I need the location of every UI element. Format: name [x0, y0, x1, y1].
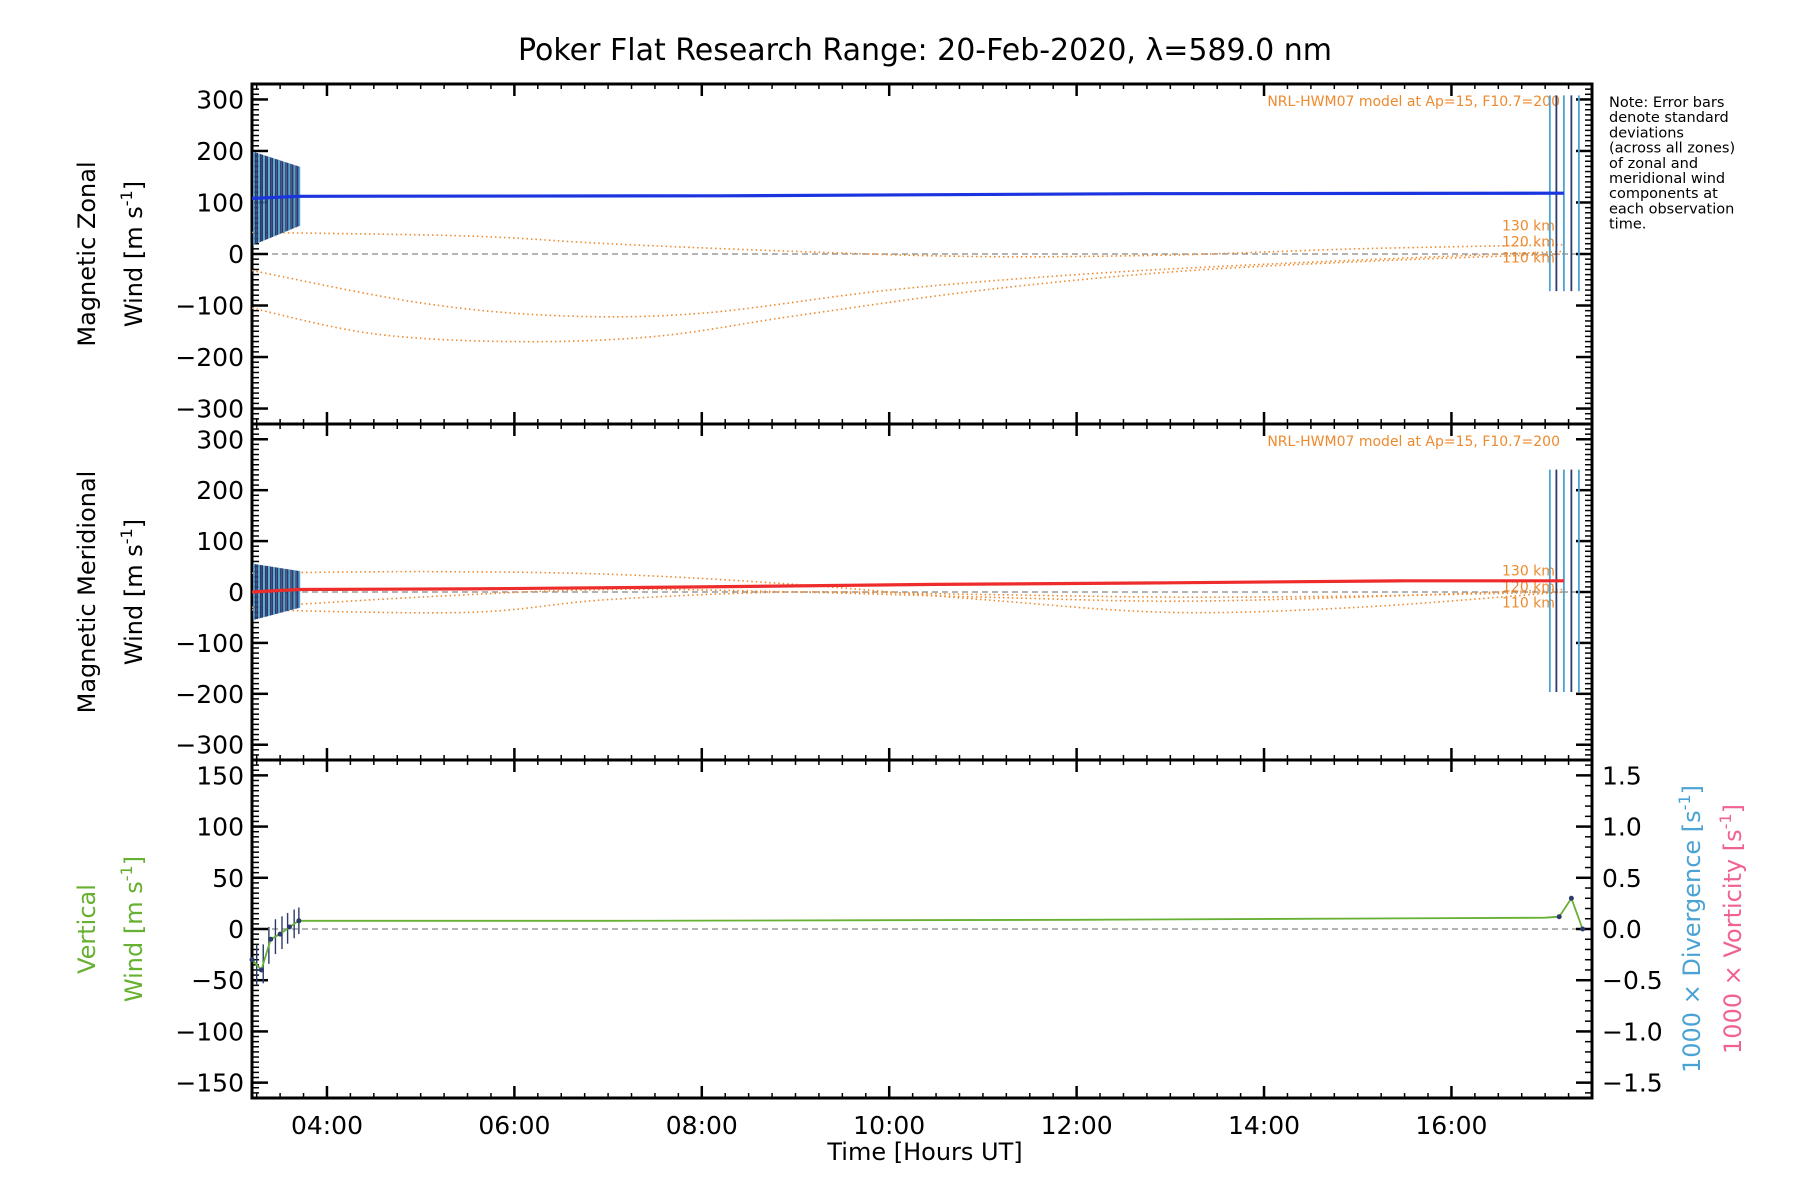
meridional-model-curve — [251, 591, 1564, 614]
meridional-model-alt-label: 130 km — [1502, 563, 1555, 579]
vertical-ylabel-line2: Wind [m s-1] — [117, 856, 148, 1002]
x-axis-label: Time [Hours UT] — [826, 1138, 1022, 1166]
zonal-model-alt-label: 110 km — [1502, 251, 1555, 267]
vertical-y2-tick-label: 1.0 — [1602, 813, 1642, 842]
meridional-y-tick-label: 100 — [196, 527, 244, 556]
note-line: deviations — [1609, 125, 1684, 141]
zonal-y-tick-label: 200 — [196, 137, 244, 166]
vertical-y2-tick-label: 0.0 — [1602, 915, 1642, 944]
meridional-y-tick-label: −300 — [175, 731, 244, 760]
meridional-model-curve — [251, 570, 1564, 614]
vertical-y-tick-label: 100 — [196, 813, 244, 842]
zonal-model-curve — [251, 253, 1564, 343]
zonal-model-alt-label: 130 km — [1502, 219, 1555, 235]
zonal-model-label: NRL-HWM07 model at Ap=15, F10.7=200 — [1267, 94, 1560, 110]
meridional-y-tick-label: −100 — [175, 629, 244, 658]
meridional-model-label: NRL-HWM07 model at Ap=15, F10.7=200 — [1267, 434, 1560, 450]
vertical-panel: −150 −100 −50 0 50 100 150 −1.5 −1.0 −0.5 0.0 0.5 1.… — [73, 758, 1747, 1100]
meridional-y-tick-label: −200 — [175, 680, 244, 709]
x-tick-label: 06:00 — [478, 1111, 550, 1140]
meridional-ylabel-line2: Wind [m s-1] — [117, 519, 148, 665]
x-tick-label: 16:00 — [1415, 1111, 1487, 1140]
note-line: components at — [1609, 186, 1718, 202]
vertical-y-tick-label: −150 — [175, 1069, 244, 1098]
chart-title: Poker Flat Research Range: 20-Feb-2020, … — [518, 33, 1332, 68]
vertical-y-tick-label: −50 — [191, 966, 244, 995]
vertical-data-point — [296, 918, 302, 924]
vertical-y-tick-label: 50 — [212, 864, 244, 893]
meridional-panel: −300 −200 −100 0 100 200 300 Magnetic Meridiona… — [73, 422, 1594, 762]
vertical-data-point — [1580, 926, 1586, 932]
vertical-data-point — [268, 936, 274, 942]
x-tick-label: 14:00 — [1228, 1111, 1300, 1140]
meridional-ylabel-line1: Magnetic Meridional — [73, 471, 101, 714]
vertical-data-point — [277, 931, 283, 937]
vertical-data-point — [258, 967, 264, 973]
divergence-axis-label: 1000 × Divergence [s-1] — [1675, 785, 1706, 1073]
meridional-wind-line — [251, 579, 1564, 594]
zonal-y-tick-label: −300 — [175, 395, 244, 424]
vertical-y2-tick-label: 0.5 — [1602, 864, 1642, 893]
vertical-data-point — [1568, 895, 1574, 901]
note-line: denote standard — [1609, 110, 1729, 126]
zonal-model-curve — [251, 231, 1564, 258]
zonal-ylabel-line2: Wind [m s-1] — [117, 181, 148, 327]
vertical-wind-line — [251, 896, 1584, 972]
note-line: Note: Error bars — [1609, 95, 1724, 111]
note-line: of zonal and — [1609, 156, 1698, 172]
zonal-y-tick-label: 300 — [196, 85, 244, 114]
vorticity-axis-label: 1000 × Vorticity [s-1] — [1716, 804, 1747, 1054]
zonal-model-alt-label: 120 km — [1502, 235, 1555, 251]
x-tick-labels: 04:00 06:00 08:00 10:00 12:00 14:00 16:00 — [291, 1111, 1488, 1140]
meridional-model-curve — [251, 588, 1564, 609]
x-tick-label: 04:00 — [291, 1111, 363, 1140]
vertical-data-point — [249, 957, 255, 963]
meridional-model-alt-label: 110 km — [1502, 595, 1555, 611]
zonal-panel: −300 −200 −100 0 100 200 300 Magnetic Zonal Wind… — [73, 82, 1594, 426]
meridional-y-tick-label: 0 — [228, 578, 244, 607]
vertical-y-tick-label: 150 — [196, 761, 244, 790]
vertical-y2-tick-label: −1.5 — [1602, 1069, 1663, 1098]
note-line: meridional wind — [1609, 171, 1725, 187]
meridional-model-alt-label: 120 km — [1502, 579, 1555, 595]
zonal-y-tick-label: −200 — [175, 343, 244, 372]
vertical-y2-tick-label: −0.5 — [1602, 966, 1663, 995]
meridional-y-tick-label: 200 — [196, 476, 244, 505]
note-line: (across all zones) — [1609, 141, 1735, 157]
vertical-ylabel-line1: Vertical — [73, 884, 101, 974]
vertical-y2-tick-label: 1.5 — [1602, 761, 1642, 790]
vertical-y2-tick-label: −1.0 — [1602, 1017, 1663, 1046]
zonal-wind-line — [251, 191, 1564, 200]
vertical-data-point — [1556, 914, 1562, 920]
zonal-y-tick-label: 100 — [196, 188, 244, 217]
vertical-y-tick-label: 0 — [228, 915, 244, 944]
x-tick-label: 12:00 — [1041, 1111, 1113, 1140]
x-tick-label: 08:00 — [666, 1111, 738, 1140]
zonal-model-curve — [251, 250, 1564, 318]
note-line: time. — [1609, 217, 1646, 233]
note-line: each observation — [1609, 201, 1734, 217]
vertical-data-point — [286, 924, 292, 930]
zonal-ylabel-line1: Magnetic Zonal — [73, 161, 101, 346]
zonal-y-tick-label: −100 — [175, 292, 244, 321]
zonal-y-tick-label: 0 — [228, 240, 244, 269]
vertical-y-tick-label: −100 — [175, 1017, 244, 1046]
meridional-y-tick-label: 300 — [196, 425, 244, 454]
x-tick-label: 10:00 — [853, 1111, 925, 1140]
